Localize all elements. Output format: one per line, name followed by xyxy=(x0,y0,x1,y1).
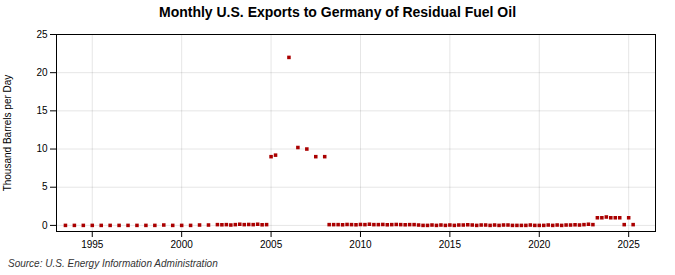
svg-text:2005: 2005 xyxy=(260,239,283,250)
svg-text:2010: 2010 xyxy=(349,239,372,250)
svg-text:2020: 2020 xyxy=(528,239,551,250)
svg-text:Thousand Barrels per Day: Thousand Barrels per Day xyxy=(2,75,13,192)
html-text:Monthly U.S. Exports to German: Monthly U.S. Exports to Germany of Resid… xyxy=(159,4,516,20)
svg-text:1995: 1995 xyxy=(81,239,104,250)
svg-text:25: 25 xyxy=(36,29,48,40)
svg-text:2015: 2015 xyxy=(439,239,462,250)
svg-text:5: 5 xyxy=(42,181,48,192)
svg-text:10: 10 xyxy=(36,143,48,154)
svg-text:2000: 2000 xyxy=(171,239,194,250)
svg-text:20: 20 xyxy=(36,67,48,78)
svg-text:0: 0 xyxy=(42,220,48,231)
html-text:Source: U.S. Energy Informatio: Source: U.S. Energy Information Administ… xyxy=(8,258,218,269)
svg-text:15: 15 xyxy=(36,105,48,116)
svg-text:2025: 2025 xyxy=(618,239,641,250)
